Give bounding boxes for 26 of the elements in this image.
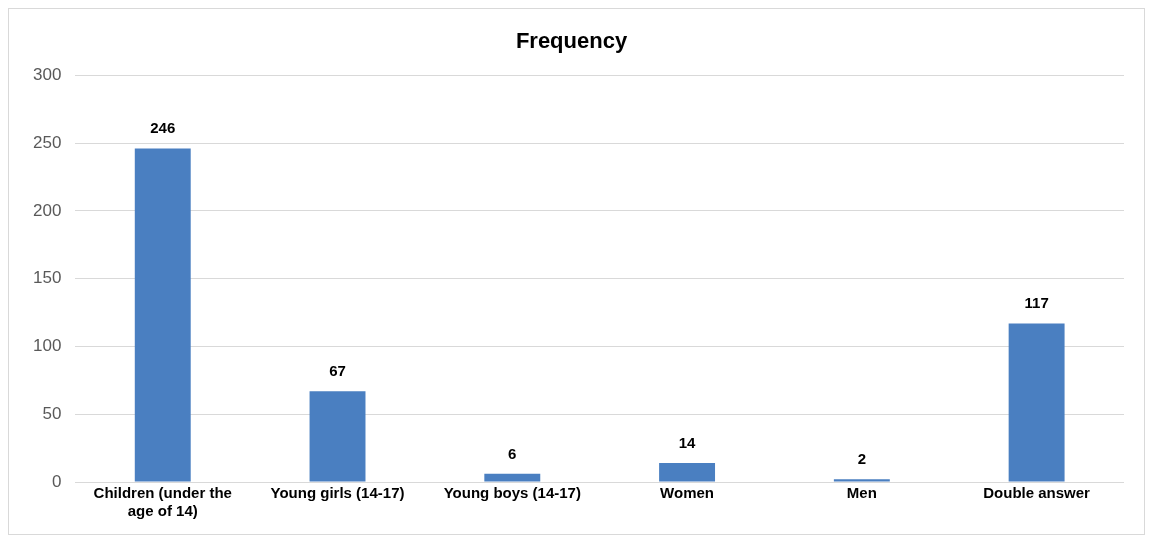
bar: [833, 479, 890, 482]
bar: [1008, 323, 1065, 482]
x-tick-label: Women: [660, 484, 715, 502]
bar: [309, 391, 366, 482]
y-tick-label: 200: [32, 200, 62, 220]
y-tick-label: 50: [42, 403, 62, 423]
bar: [659, 463, 716, 482]
bar: [484, 473, 541, 482]
data-label: 117: [1024, 294, 1049, 312]
x-tick-label: Men: [846, 484, 877, 502]
x-tick-label: Young girls (14-17): [270, 484, 405, 502]
y-tick-label: 150: [32, 268, 62, 288]
x-tick-label: Children (under the age of 14): [93, 484, 232, 520]
x-tick-label: Double answer: [983, 484, 1091, 502]
y-tick-label: 300: [32, 65, 62, 85]
data-label: 2: [857, 449, 867, 467]
data-label: 246: [150, 119, 176, 137]
y-tick-label: 100: [32, 336, 62, 356]
x-tick-label: Young boys (14-17): [443, 484, 581, 502]
chart-title: Frequency: [515, 28, 628, 54]
data-label: 14: [678, 433, 697, 451]
y-tick-label: 0: [51, 471, 62, 491]
y-tick-label: 250: [32, 132, 62, 152]
bar: [134, 148, 191, 482]
data-label: 67: [329, 361, 346, 379]
data-label: 6: [508, 444, 517, 462]
